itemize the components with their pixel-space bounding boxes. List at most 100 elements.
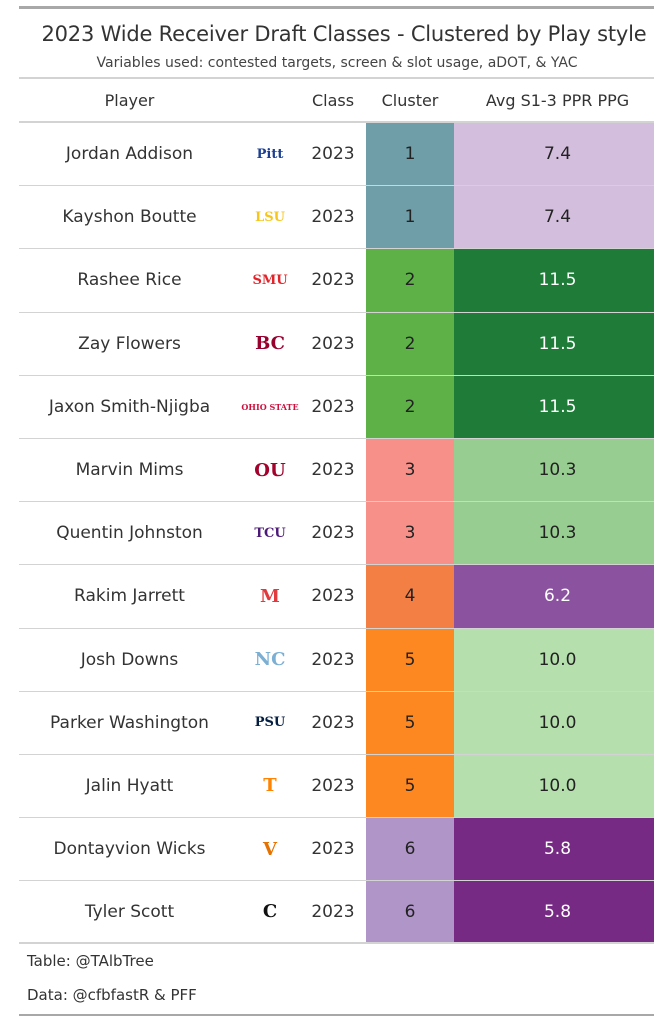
- table-title: 2023 Wide Receiver Draft Classes - Clust…: [41, 22, 647, 46]
- school-logo-mark: T: [263, 775, 277, 797]
- table-row: Parker Washington PSU 2023 5 10.0: [19, 691, 654, 755]
- school-logo-icon: TCU: [240, 526, 300, 541]
- player-name: Zay Flowers: [78, 333, 181, 354]
- avg-ppg-cell: 7.4: [454, 123, 654, 186]
- cluster-cell: 2: [366, 249, 454, 312]
- school-logo-icon: Pitt: [240, 147, 300, 162]
- player-name: Jalin Hyatt: [85, 775, 174, 796]
- avg-ppg-cell: 5.8: [454, 818, 654, 881]
- avg-ppg-cell: 10.0: [454, 754, 654, 818]
- cluster-cell: 3: [366, 502, 454, 565]
- avg-ppg-cell: 10.0: [454, 628, 654, 691]
- table-row: Kayshon Boutte LSU 2023 1 7.4: [19, 186, 654, 250]
- avg-ppg-cell: 11.5: [454, 312, 654, 375]
- avg-ppg-cell: 10.3: [454, 502, 654, 565]
- class-year: 2023: [311, 207, 355, 228]
- class-year: 2023: [311, 270, 355, 291]
- school-logo-icon: T: [240, 775, 300, 796]
- header-cluster: Cluster: [381, 90, 439, 110]
- school-logo-mark: PSU: [254, 715, 286, 731]
- school-logo-icon: SMU: [240, 273, 300, 288]
- avg-ppg-cell: 11.5: [454, 375, 654, 438]
- table-credit: Table: @TAlbTree: [27, 952, 154, 971]
- school-logo-mark: Pitt: [256, 146, 284, 162]
- table-row: Jalin Hyatt T 2023 5 10.0: [19, 754, 654, 819]
- table-subtitle: Variables used: contested targets, scree…: [96, 55, 578, 71]
- class-year: 2023: [311, 460, 355, 481]
- table-row: Jaxon Smith-Njigba OHIO STATE 2023 2 11.5: [19, 375, 654, 439]
- player-name: Dontayvion Wicks: [53, 839, 206, 860]
- player-name: Parker Washington: [50, 712, 209, 733]
- player-name: Quentin Johnston: [56, 523, 203, 544]
- avg-ppg-cell: 7.4: [454, 186, 654, 249]
- school-logo-mark: C: [262, 901, 278, 923]
- school-logo-mark: TCU: [254, 525, 286, 541]
- school-logo-icon: PSU: [240, 715, 300, 730]
- class-year: 2023: [311, 523, 355, 544]
- player-name: Marvin Mims: [75, 460, 184, 481]
- avg-ppg-cell: 6.2: [454, 565, 654, 628]
- header-player: Player: [104, 90, 155, 110]
- table-row: Tyler Scott C 2023 6 5.8: [19, 881, 654, 945]
- school-logo-icon: OHIO STATE: [240, 402, 300, 412]
- class-year: 2023: [311, 396, 355, 417]
- table-container: 2023 Wide Receiver Draft Classes - Clust…: [19, 6, 654, 1017]
- class-year: 2023: [311, 649, 355, 670]
- player-name: Tyler Scott: [84, 901, 175, 922]
- class-year: 2023: [311, 712, 355, 733]
- player-name: Rashee Rice: [77, 270, 182, 291]
- avg-ppg-cell: 10.0: [454, 691, 654, 754]
- table-row: Quentin Johnston TCU 2023 3 10.3: [19, 502, 654, 566]
- cluster-cell: 5: [366, 754, 454, 818]
- header-row: Player Class Cluster Avg S1-3 PPR PPG: [19, 77, 654, 123]
- school-logo-icon: V: [240, 839, 300, 860]
- class-year: 2023: [311, 144, 355, 165]
- player-name: Josh Downs: [80, 649, 179, 670]
- data-credit: Data: @cfbfastR & PFF: [27, 986, 197, 1005]
- player-name: Kayshon Boutte: [62, 207, 197, 228]
- class-year: 2023: [311, 775, 355, 796]
- school-logo-mark: BC: [255, 333, 285, 355]
- table-row: Zay Flowers BC 2023 2 11.5: [19, 312, 654, 376]
- school-logo-mark: M: [260, 585, 280, 607]
- school-logo-icon: LSU: [240, 210, 300, 225]
- school-logo-icon: M: [240, 586, 300, 607]
- school-logo-icon: BC: [240, 333, 300, 354]
- class-year: 2023: [311, 901, 355, 922]
- school-logo-mark: NC: [254, 649, 286, 671]
- cluster-cell: 3: [366, 438, 454, 502]
- player-name: Rakim Jarrett: [74, 586, 185, 607]
- top-border: [19, 6, 654, 9]
- school-logo-mark: SMU: [252, 272, 288, 288]
- cluster-cell: 2: [366, 312, 454, 375]
- school-logo-icon: OU: [240, 460, 300, 481]
- cluster-cell: 1: [366, 123, 454, 186]
- cluster-cell: 2: [366, 375, 454, 438]
- class-year: 2023: [311, 839, 355, 860]
- player-name: Jordan Addison: [65, 144, 194, 165]
- header-class: Class: [311, 90, 355, 110]
- avg-ppg-cell: 10.3: [454, 438, 654, 502]
- avg-ppg-cell: 11.5: [454, 249, 654, 312]
- table-row: Jordan Addison Pitt 2023 1 7.4: [19, 123, 654, 187]
- cluster-cell: 5: [366, 628, 454, 691]
- school-logo-mark: LSU: [255, 209, 285, 225]
- table-body: Jordan Addison Pitt 2023 1 7.4 Kayshon Boutte…: [19, 123, 654, 945]
- table-row: Josh Downs NC 2023 5 10.0: [19, 628, 654, 692]
- table-row: Rakim Jarrett M 2023 4 6.2: [19, 565, 654, 629]
- table-row: Rashee Rice SMU 2023 2 11.5: [19, 249, 654, 313]
- table-row: Marvin Mims OU 2023 3 10.3: [19, 438, 654, 503]
- school-logo-icon: C: [240, 901, 300, 922]
- class-year: 2023: [311, 333, 355, 354]
- class-year: 2023: [311, 586, 355, 607]
- player-name: Jaxon Smith-Njigba: [48, 396, 211, 417]
- table-row: Dontayvion Wicks V 2023 6 5.8: [19, 818, 654, 882]
- bottom-border: [19, 1014, 654, 1017]
- school-logo-mark: OU: [254, 459, 286, 481]
- cluster-cell: 6: [366, 818, 454, 881]
- cluster-cell: 1: [366, 186, 454, 249]
- school-logo-mark: OHIO STATE: [241, 401, 299, 412]
- cluster-cell: 5: [366, 691, 454, 754]
- cluster-cell: 4: [366, 565, 454, 628]
- avg-ppg-cell: 5.8: [454, 881, 654, 943]
